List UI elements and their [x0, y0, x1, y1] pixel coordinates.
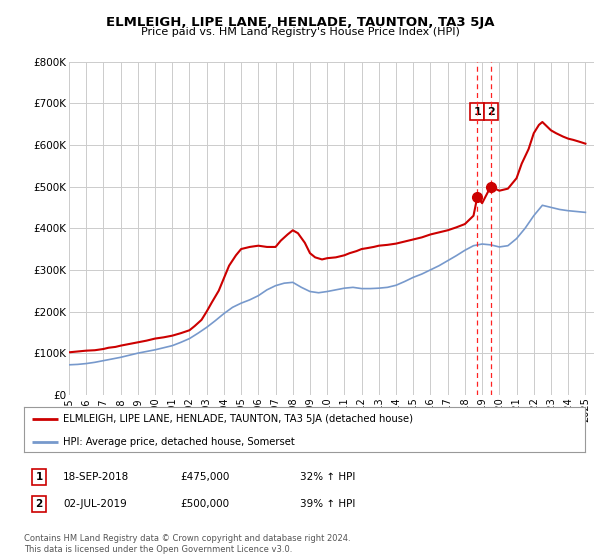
Text: 02-JUL-2019: 02-JUL-2019 [63, 499, 127, 509]
Text: 2: 2 [487, 106, 494, 116]
Text: 1: 1 [473, 106, 481, 116]
Text: 32% ↑ HPI: 32% ↑ HPI [300, 472, 355, 482]
Text: 1: 1 [35, 472, 43, 482]
Text: £500,000: £500,000 [180, 499, 229, 509]
Text: ELMLEIGH, LIPE LANE, HENLADE, TAUNTON, TA3 5JA (detached house): ELMLEIGH, LIPE LANE, HENLADE, TAUNTON, T… [63, 414, 413, 424]
Text: This data is licensed under the Open Government Licence v3.0.: This data is licensed under the Open Gov… [24, 545, 292, 554]
Text: Price paid vs. HM Land Registry's House Price Index (HPI): Price paid vs. HM Land Registry's House … [140, 27, 460, 37]
Text: £475,000: £475,000 [180, 472, 229, 482]
Text: Contains HM Land Registry data © Crown copyright and database right 2024.: Contains HM Land Registry data © Crown c… [24, 534, 350, 543]
Text: 2: 2 [35, 499, 43, 509]
Text: 39% ↑ HPI: 39% ↑ HPI [300, 499, 355, 509]
Text: ELMLEIGH, LIPE LANE, HENLADE, TAUNTON, TA3 5JA: ELMLEIGH, LIPE LANE, HENLADE, TAUNTON, T… [106, 16, 494, 29]
Text: HPI: Average price, detached house, Somerset: HPI: Average price, detached house, Some… [63, 437, 295, 447]
Text: 18-SEP-2018: 18-SEP-2018 [63, 472, 129, 482]
